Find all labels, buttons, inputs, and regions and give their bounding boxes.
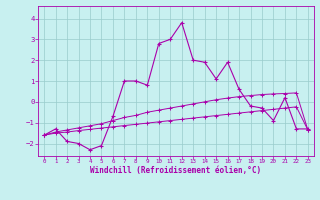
X-axis label: Windchill (Refroidissement éolien,°C): Windchill (Refroidissement éolien,°C)	[91, 166, 261, 175]
